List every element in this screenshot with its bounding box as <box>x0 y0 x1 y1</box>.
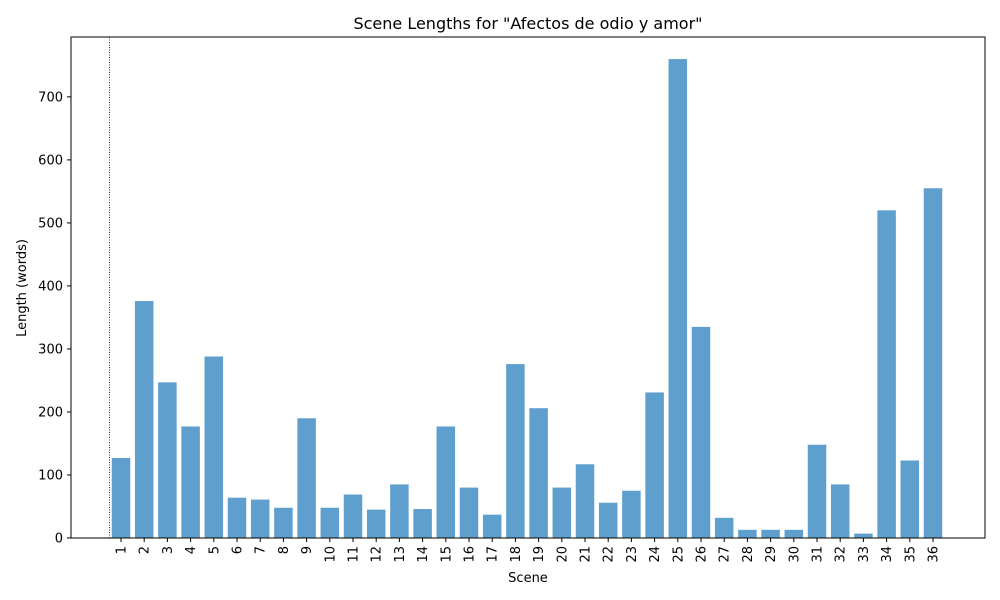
x-axis: 1 2 3 4 5 6 7 8 9 10 11 12 13 14 15 16 17 18 19 20 21 22 23 24 2… <box>115 538 942 563</box>
bar-scene-4 <box>181 426 200 538</box>
bar-scene-14 <box>413 509 432 538</box>
x-tick-label: 7 <box>254 546 269 554</box>
x-tick-label: 9 <box>300 546 315 554</box>
y-tick-label: 400 <box>38 279 63 294</box>
bar-scene-18 <box>506 364 525 538</box>
bar-scene-29 <box>761 529 780 538</box>
x-tick-label: 18 <box>509 546 524 563</box>
chart-title: Scene Lengths for "Afectos de odio y amo… <box>353 14 702 33</box>
x-tick-label: 21 <box>579 546 594 563</box>
x-tick-label: 20 <box>555 546 570 563</box>
bar-scene-8 <box>274 507 293 538</box>
bar-scene-13 <box>390 484 409 538</box>
y-axis: 0 100 200 300 400 500 600 700 <box>38 90 71 547</box>
bars-group <box>111 59 943 539</box>
bar-scene-3 <box>158 382 177 538</box>
y-tick-label: 100 <box>38 468 63 483</box>
x-tick-label: 30 <box>787 546 802 563</box>
y-tick-label: 0 <box>55 532 63 547</box>
bar-scene-5 <box>204 356 224 538</box>
x-tick-label: 15 <box>439 546 454 563</box>
bar-scene-30 <box>784 529 804 538</box>
x-tick-label: 26 <box>695 546 710 563</box>
bar-scene-11 <box>343 494 363 538</box>
x-tick-label: 23 <box>625 546 640 563</box>
bar-scene-15 <box>436 426 456 538</box>
x-tick-label: 6 <box>231 546 246 554</box>
x-tick-label: 11 <box>347 546 362 563</box>
bar-scene-36 <box>923 188 943 538</box>
bar-scene-32 <box>830 484 850 538</box>
x-tick-label: 2 <box>138 546 153 554</box>
x-tick-label: 5 <box>207 546 222 554</box>
plot-frame <box>70 36 986 539</box>
bar-scene-27 <box>714 517 734 538</box>
x-tick-label: 27 <box>718 546 733 563</box>
x-tick-label: 36 <box>927 546 942 563</box>
x-tick-label: 35 <box>903 546 918 563</box>
y-tick-label: 600 <box>38 153 63 168</box>
bar-scene-35 <box>900 460 920 538</box>
x-tick-label: 14 <box>416 546 431 563</box>
x-tick-label: 13 <box>393 546 408 563</box>
x-tick-label: 34 <box>880 546 895 563</box>
bar-scene-1 <box>111 457 131 538</box>
bar-scene-21 <box>575 464 595 538</box>
x-tick-label: 8 <box>277 546 292 554</box>
x-tick-label: 4 <box>184 546 199 554</box>
bar-scene-2 <box>134 301 154 538</box>
bar-scene-28 <box>738 529 757 538</box>
bar-scene-20 <box>552 487 572 538</box>
x-tick-label: 33 <box>857 546 872 563</box>
x-tick-label: 17 <box>486 546 501 563</box>
x-tick-label: 10 <box>323 546 338 563</box>
x-tick-label: 19 <box>532 546 547 563</box>
y-tick-label: 300 <box>38 342 63 357</box>
x-tick-label: 1 <box>115 546 130 554</box>
bar-scene-26 <box>691 326 711 538</box>
bar-scene-17 <box>482 514 502 538</box>
bar-scene-7 <box>250 499 270 538</box>
bar-scene-33 <box>854 533 873 538</box>
bar-scene-31 <box>807 444 827 538</box>
bar-scene-24 <box>645 392 664 538</box>
x-tick-label: 16 <box>463 546 478 563</box>
x-tick-label: 3 <box>161 546 176 554</box>
y-tick-label: 500 <box>38 216 63 231</box>
x-tick-label: 25 <box>671 546 686 563</box>
bar-scene-34 <box>877 210 896 539</box>
x-tick-label: 29 <box>764 546 779 563</box>
bar-scene-12 <box>366 509 386 538</box>
y-tick-label: 700 <box>38 90 63 105</box>
x-tick-label: 24 <box>648 546 663 563</box>
y-tick-label: 200 <box>38 405 63 420</box>
bar-scene-9 <box>297 418 316 538</box>
bar-scene-22 <box>598 502 618 538</box>
bar-scene-16 <box>459 487 479 538</box>
x-tick-label: 28 <box>741 546 756 563</box>
x-tick-label: 12 <box>370 546 385 563</box>
bar-scene-25 <box>668 59 688 539</box>
x-tick-label: 22 <box>602 546 617 563</box>
bar-scene-23 <box>622 490 641 538</box>
x-tick-label: 32 <box>834 546 849 563</box>
x-axis-label: Scene <box>508 571 548 586</box>
bar-scene-19 <box>529 408 548 538</box>
bar-scene-10 <box>320 507 340 538</box>
x-tick-label: 31 <box>811 546 826 563</box>
bar-scene-6 <box>227 497 247 538</box>
y-axis-label: Length (words) <box>15 239 30 337</box>
